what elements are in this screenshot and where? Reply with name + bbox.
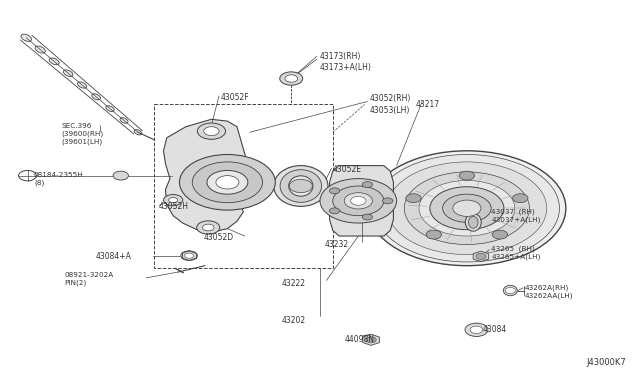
Text: 43232: 43232 xyxy=(325,240,349,249)
Ellipse shape xyxy=(92,94,100,100)
Circle shape xyxy=(351,196,366,205)
Text: 08921-3202A
PIN(2): 08921-3202A PIN(2) xyxy=(65,272,114,286)
Circle shape xyxy=(443,194,491,222)
Text: 43052H: 43052H xyxy=(159,202,189,211)
Circle shape xyxy=(196,221,220,234)
Circle shape xyxy=(280,72,303,85)
Polygon shape xyxy=(363,334,380,345)
Ellipse shape xyxy=(120,118,128,123)
Circle shape xyxy=(207,170,248,194)
Circle shape xyxy=(374,154,559,262)
Text: 43084: 43084 xyxy=(483,325,507,334)
Circle shape xyxy=(404,172,529,244)
Text: 43222: 43222 xyxy=(282,279,306,288)
Circle shape xyxy=(476,253,486,259)
Circle shape xyxy=(330,188,340,194)
Circle shape xyxy=(202,224,214,231)
Circle shape xyxy=(204,127,219,136)
Text: 43173(RH)
43173+A(LH): 43173(RH) 43173+A(LH) xyxy=(320,52,372,72)
Circle shape xyxy=(330,208,340,214)
Text: 43084+A: 43084+A xyxy=(95,252,131,261)
Circle shape xyxy=(192,162,262,203)
Circle shape xyxy=(368,151,566,266)
Text: 43052D: 43052D xyxy=(204,233,234,243)
Circle shape xyxy=(333,186,384,216)
Ellipse shape xyxy=(274,166,328,206)
Circle shape xyxy=(505,288,515,294)
Circle shape xyxy=(513,194,528,203)
Ellipse shape xyxy=(280,170,321,202)
Ellipse shape xyxy=(77,82,86,88)
Text: 43265  (RH)
43265+A(LH): 43265 (RH) 43265+A(LH) xyxy=(491,246,541,260)
Circle shape xyxy=(320,179,397,223)
Ellipse shape xyxy=(503,285,517,296)
Circle shape xyxy=(289,179,312,193)
Circle shape xyxy=(184,253,193,258)
Ellipse shape xyxy=(63,70,73,77)
Text: 43217: 43217 xyxy=(416,100,440,109)
Circle shape xyxy=(113,171,129,180)
Text: 43052F: 43052F xyxy=(221,93,250,102)
Polygon shape xyxy=(473,251,489,262)
Text: 43202: 43202 xyxy=(282,316,306,325)
Circle shape xyxy=(492,230,508,239)
Text: 44098N: 44098N xyxy=(344,335,374,344)
Circle shape xyxy=(470,326,483,334)
Polygon shape xyxy=(330,166,394,236)
Circle shape xyxy=(197,123,225,139)
Circle shape xyxy=(216,176,239,189)
Text: SEC.396
(39600(RH)
(39601(LH): SEC.396 (39600(RH) (39601(LH) xyxy=(61,123,104,145)
Ellipse shape xyxy=(468,217,478,228)
Circle shape xyxy=(180,251,197,260)
Circle shape xyxy=(460,171,474,180)
Text: 43052(RH)
43053(LH): 43052(RH) 43053(LH) xyxy=(370,94,411,115)
Circle shape xyxy=(362,182,372,187)
Circle shape xyxy=(406,194,421,203)
Circle shape xyxy=(179,154,275,210)
Polygon shape xyxy=(164,119,246,232)
Ellipse shape xyxy=(134,129,142,135)
Ellipse shape xyxy=(35,46,45,53)
Ellipse shape xyxy=(21,34,31,41)
Text: 43262A(RH)
43262AA(LH): 43262A(RH) 43262AA(LH) xyxy=(524,284,573,299)
Ellipse shape xyxy=(49,58,59,65)
Circle shape xyxy=(366,337,376,343)
Text: 43052E: 43052E xyxy=(333,165,362,174)
Circle shape xyxy=(419,180,515,236)
Circle shape xyxy=(362,214,372,220)
Circle shape xyxy=(164,195,182,206)
Circle shape xyxy=(169,198,177,203)
Ellipse shape xyxy=(465,214,481,231)
Text: J43000K7: J43000K7 xyxy=(587,357,627,366)
Circle shape xyxy=(344,193,372,209)
Circle shape xyxy=(383,198,393,204)
Ellipse shape xyxy=(106,106,115,112)
Circle shape xyxy=(453,200,481,217)
Circle shape xyxy=(387,162,547,254)
Circle shape xyxy=(430,187,504,230)
Circle shape xyxy=(285,75,298,82)
Circle shape xyxy=(465,323,488,336)
Ellipse shape xyxy=(289,176,313,196)
Text: 08184-2355H
(8): 08184-2355H (8) xyxy=(34,171,84,186)
Circle shape xyxy=(426,230,442,239)
Text: 43037  (RH)
43037+A(LH): 43037 (RH) 43037+A(LH) xyxy=(491,208,541,223)
